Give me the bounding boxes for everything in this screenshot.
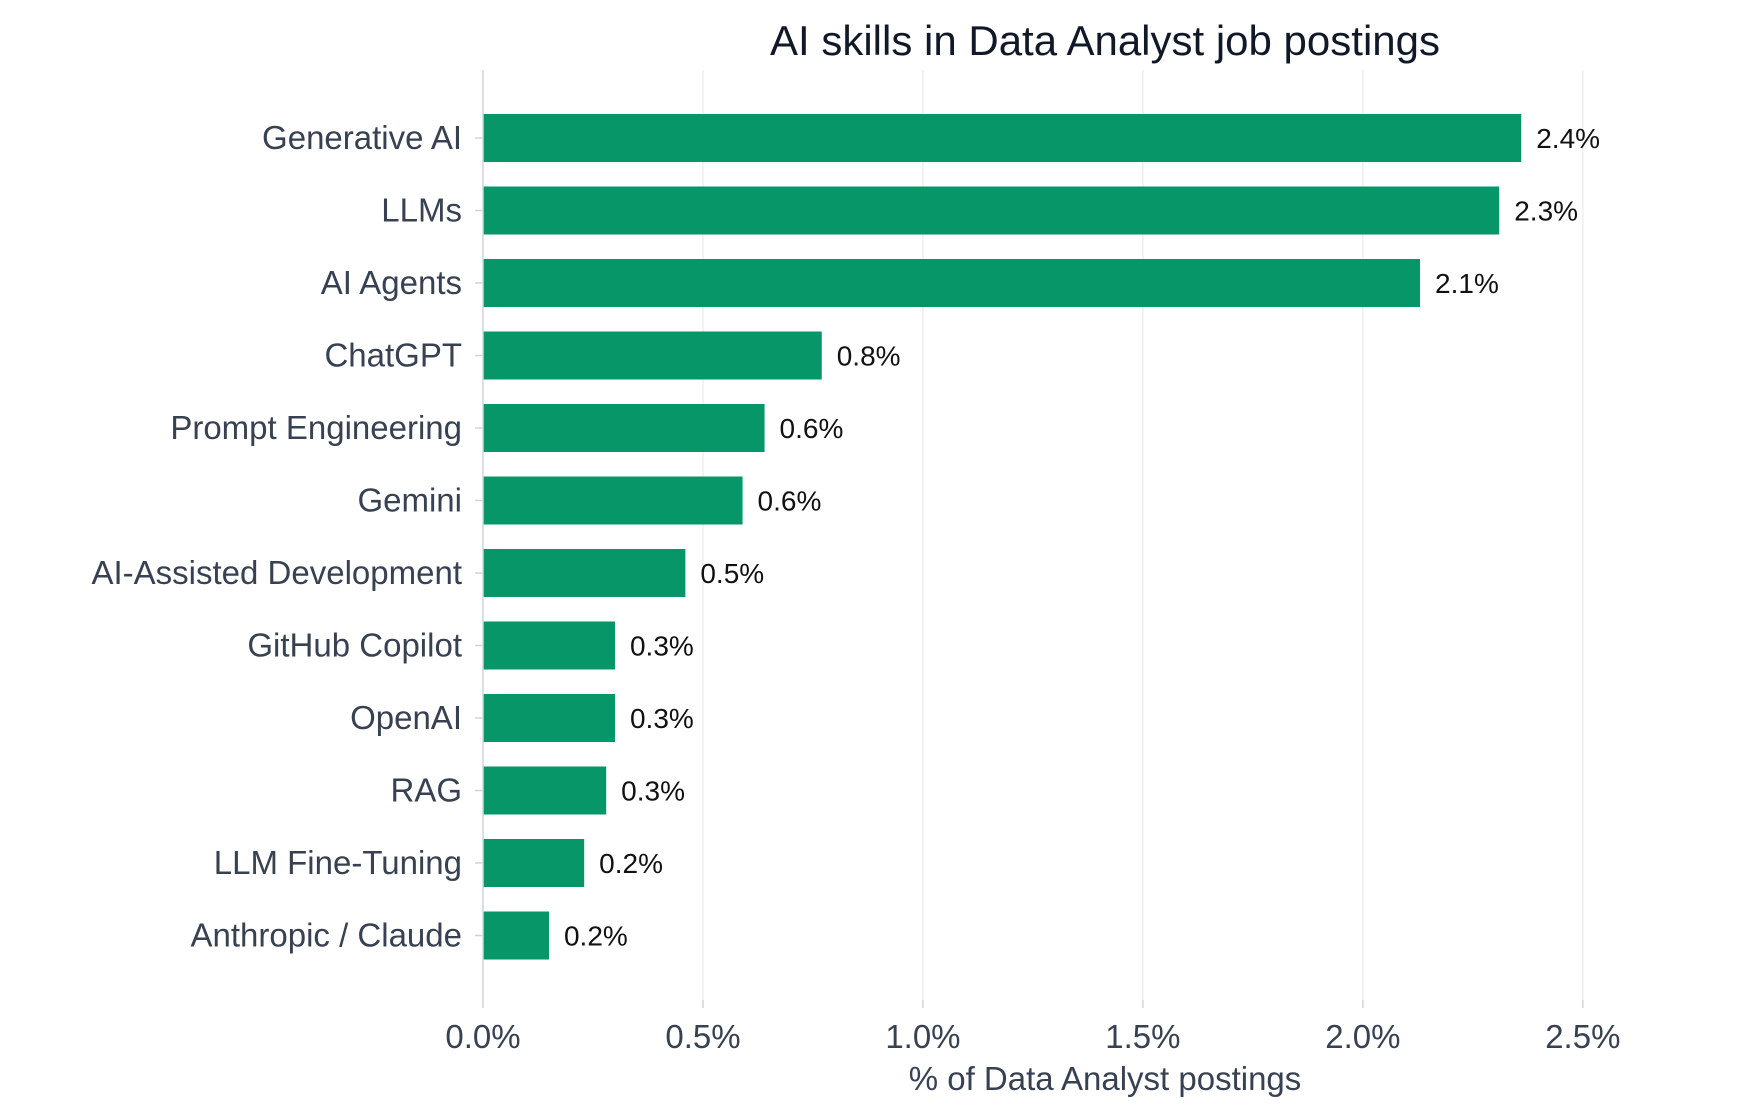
x-tick-label: 2.5% xyxy=(1545,1018,1620,1055)
data-label: 0.6% xyxy=(780,413,844,444)
x-tick-label: 0.0% xyxy=(445,1018,520,1055)
data-label: 0.8% xyxy=(837,341,901,372)
data-label: 2.4% xyxy=(1536,123,1600,154)
category-label: GitHub Copilot xyxy=(247,627,462,664)
category-label: ChatGPT xyxy=(324,337,462,374)
bar xyxy=(483,476,743,525)
category-label: Generative AI xyxy=(262,119,462,156)
x-tick-label: 1.5% xyxy=(1105,1018,1180,1055)
axes xyxy=(475,70,1584,1008)
x-tick-label: 0.5% xyxy=(665,1018,740,1055)
bar xyxy=(483,331,822,380)
data-label: 0.3% xyxy=(630,631,694,662)
category-label: AI Agents xyxy=(321,264,462,301)
x-axis-title: % of Data Analyst postings xyxy=(909,1060,1302,1097)
x-tick-label: 1.0% xyxy=(885,1018,960,1055)
data-label: 0.2% xyxy=(564,921,628,952)
category-label: LLMs xyxy=(381,192,462,229)
x-tick-label: 2.0% xyxy=(1325,1018,1400,1055)
bar xyxy=(483,404,765,452)
data-label: 0.2% xyxy=(599,848,663,879)
data-label: 0.5% xyxy=(700,558,764,589)
category-label: RAG xyxy=(390,772,462,809)
bar xyxy=(483,839,585,887)
category-label: Prompt Engineering xyxy=(170,409,462,446)
bar xyxy=(483,694,615,742)
data-label: 0.3% xyxy=(621,776,685,807)
category-label: Gemini xyxy=(357,482,462,519)
category-label: AI-Assisted Development xyxy=(92,554,463,591)
bar xyxy=(483,549,686,597)
data-label: 2.1% xyxy=(1435,268,1499,299)
bar xyxy=(483,621,615,670)
category-label: Anthropic / Claude xyxy=(191,917,463,954)
bar xyxy=(483,186,1500,235)
category-label: LLM Fine-Tuning xyxy=(214,844,462,881)
category-label: OpenAI xyxy=(350,699,462,736)
chart-title: AI skills in Data Analyst job postings xyxy=(770,17,1440,64)
bar xyxy=(483,766,607,815)
bar xyxy=(483,114,1522,162)
bars xyxy=(483,114,1522,960)
bar xyxy=(483,911,549,960)
data-label: 0.6% xyxy=(758,486,822,517)
data-label: 2.3% xyxy=(1514,196,1578,227)
data-label: 0.3% xyxy=(630,703,694,734)
bar xyxy=(483,259,1421,307)
labels: 0.0% 0.5% 1.0% 1.5% 2.0% 2.5% Generative AI 2.4… xyxy=(92,119,1621,1055)
